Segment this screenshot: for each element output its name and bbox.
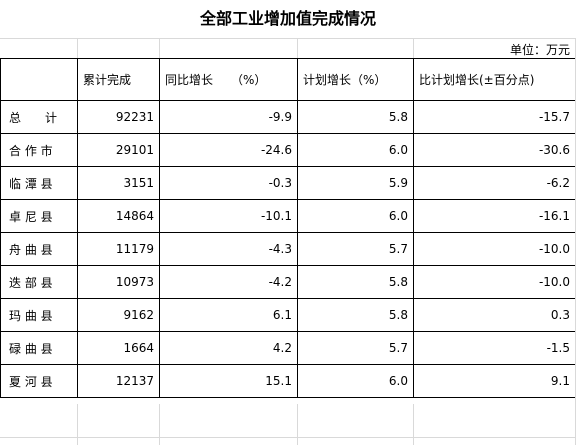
plan-cell: 5.9	[297, 166, 414, 200]
cumulative-cell: 14864	[77, 199, 160, 233]
diff-cell: -15.7	[413, 100, 576, 134]
yoy-cell: -0.3	[159, 166, 298, 200]
region-cell: 玛 曲 县	[0, 298, 78, 332]
yoy-cell: -24.6	[159, 133, 298, 167]
unit-label: 单位：万元	[509, 43, 570, 57]
cumulative-cell: 11179	[77, 232, 160, 266]
diff-cell: -1.5	[413, 331, 576, 365]
cumulative-cell: 92231	[77, 100, 160, 134]
region-cell: 迭 部 县	[0, 265, 78, 299]
sheet-gridlines	[0, 38, 576, 58]
yoy-cell: -4.2	[159, 265, 298, 299]
table-row: 卓 尼 县 14864 -10.1 6.0 -16.1	[0, 199, 576, 233]
header-cell-diff: 比计划增长(±百分点)	[413, 58, 576, 101]
plan-cell: 6.0	[297, 199, 414, 233]
page-title: 全部工业增加值完成情况	[199, 9, 376, 28]
cumulative-cell: 12137	[77, 364, 160, 398]
industrial-value-table: 累计完成 同比增长 （%） 计划增长（%） 比计划增长(±百分点) 总 计 922…	[0, 58, 576, 398]
plan-cell: 5.8	[297, 100, 414, 134]
header-cell-region	[0, 58, 78, 101]
diff-cell: 9.1	[413, 364, 576, 398]
diff-cell: 0.3	[413, 298, 576, 332]
plan-cell: 5.7	[297, 232, 414, 266]
sheet-empty-area	[0, 404, 576, 445]
table-row: 碌 曲 县 1664 4.2 5.7 -1.5	[0, 331, 576, 365]
diff-cell: -10.0	[413, 265, 576, 299]
table-row: 夏 河 县 12137 15.1 6.0 9.1	[0, 364, 576, 398]
header-cell-cumulative: 累计完成	[77, 58, 160, 101]
region-cell: 夏 河 县	[0, 364, 78, 398]
plan-cell: 5.7	[297, 331, 414, 365]
cumulative-cell: 1664	[77, 331, 160, 365]
table-row: 总 计 92231 -9.9 5.8 -15.7	[0, 100, 576, 134]
region-cell: 舟 曲 县	[0, 232, 78, 266]
table-row: 合 作 市 29101 -24.6 6.0 -30.6	[0, 133, 576, 167]
yoy-cell: 15.1	[159, 364, 298, 398]
cumulative-cell: 9162	[77, 298, 160, 332]
table-row: 舟 曲 县 11179 -4.3 5.7 -10.0	[0, 232, 576, 266]
region-cell: 总 计	[0, 100, 78, 134]
table-row: 迭 部 县 10973 -4.2 5.8 -10.0	[0, 265, 576, 299]
region-cell: 碌 曲 县	[0, 331, 78, 365]
plan-cell: 6.0	[297, 133, 414, 167]
yoy-cell: 6.1	[159, 298, 298, 332]
header-cell-plan: 计划增长（%）	[297, 58, 414, 101]
yoy-cell: -10.1	[159, 199, 298, 233]
region-cell: 卓 尼 县	[0, 199, 78, 233]
region-cell: 合 作 市	[0, 133, 78, 167]
table-row: 临 潭 县 3151 -0.3 5.9 -6.2	[0, 166, 576, 200]
plan-cell: 6.0	[297, 364, 414, 398]
diff-cell: -6.2	[413, 166, 576, 200]
yoy-cell: -4.3	[159, 232, 298, 266]
diff-cell: -16.1	[413, 199, 576, 233]
diff-cell: -30.6	[413, 133, 576, 167]
table-row: 玛 曲 县 9162 6.1 5.8 0.3	[0, 298, 576, 332]
yoy-cell: -9.9	[159, 100, 298, 134]
header-row: 累计完成 同比增长 （%） 计划增长（%） 比计划增长(±百分点)	[0, 58, 576, 101]
header-cell-yoy: 同比增长 （%）	[159, 58, 298, 101]
plan-cell: 5.8	[297, 265, 414, 299]
cumulative-cell: 29101	[77, 133, 160, 167]
plan-cell: 5.8	[297, 298, 414, 332]
diff-cell: -10.0	[413, 232, 576, 266]
cumulative-cell: 3151	[77, 166, 160, 200]
region-cell: 临 潭 县	[0, 166, 78, 200]
cumulative-cell: 10973	[77, 265, 160, 299]
yoy-cell: 4.2	[159, 331, 298, 365]
